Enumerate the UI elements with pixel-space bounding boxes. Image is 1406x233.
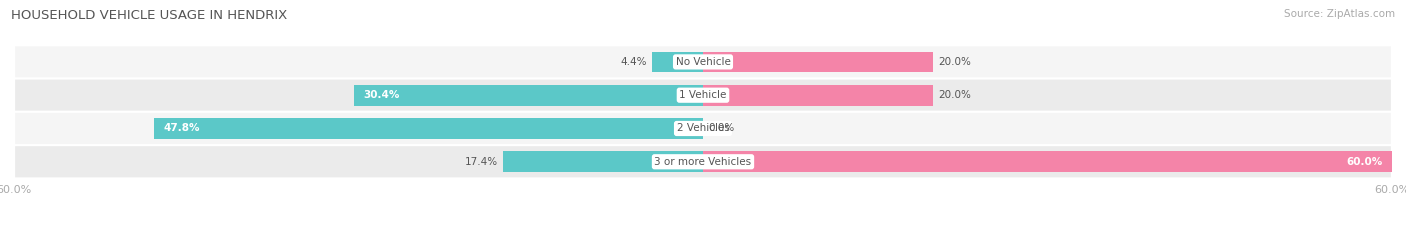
Text: 17.4%: 17.4% xyxy=(464,157,498,167)
Bar xyxy=(503,151,703,172)
Text: No Vehicle: No Vehicle xyxy=(675,57,731,67)
Text: 30.4%: 30.4% xyxy=(363,90,399,100)
Text: 0.0%: 0.0% xyxy=(709,123,735,134)
Text: 20.0%: 20.0% xyxy=(938,57,972,67)
FancyBboxPatch shape xyxy=(14,112,1392,145)
Text: 60.0%: 60.0% xyxy=(1347,157,1382,167)
FancyBboxPatch shape xyxy=(14,79,1392,112)
Bar xyxy=(703,85,932,106)
Bar xyxy=(354,85,703,106)
Text: 3 or more Vehicles: 3 or more Vehicles xyxy=(654,157,752,167)
Bar xyxy=(155,118,703,139)
Text: HOUSEHOLD VEHICLE USAGE IN HENDRIX: HOUSEHOLD VEHICLE USAGE IN HENDRIX xyxy=(11,9,287,22)
FancyBboxPatch shape xyxy=(14,145,1392,178)
Text: 20.0%: 20.0% xyxy=(938,90,972,100)
Bar xyxy=(703,51,932,72)
Text: 2 Vehicles: 2 Vehicles xyxy=(676,123,730,134)
Text: Source: ZipAtlas.com: Source: ZipAtlas.com xyxy=(1284,9,1395,19)
Text: 4.4%: 4.4% xyxy=(620,57,647,67)
Text: 47.8%: 47.8% xyxy=(163,123,200,134)
Bar xyxy=(652,51,703,72)
Text: 1 Vehicle: 1 Vehicle xyxy=(679,90,727,100)
Bar xyxy=(703,151,1392,172)
FancyBboxPatch shape xyxy=(14,45,1392,79)
